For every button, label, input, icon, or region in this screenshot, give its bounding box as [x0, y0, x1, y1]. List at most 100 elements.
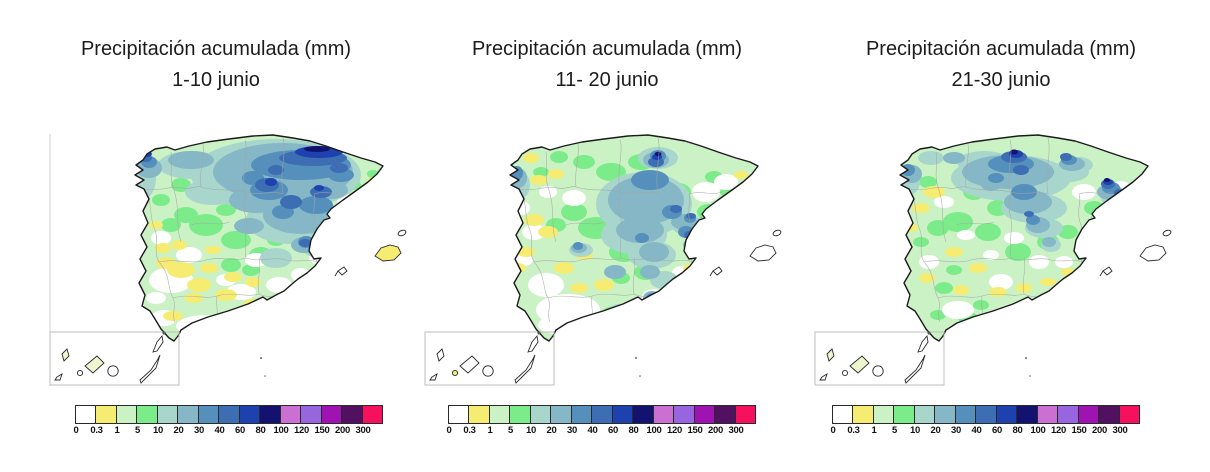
- mallorca-island: [749, 244, 777, 262]
- tenerife-island: [459, 355, 480, 374]
- legend-tick-label: 120: [667, 425, 682, 436]
- legend-tick-label: 20: [930, 425, 941, 436]
- ibiza-island: [1099, 266, 1113, 277]
- panel-21-30-junio: Precipitación acumulada (mm) 21-30 junio…: [802, 0, 1200, 472]
- legend-color-cell: [694, 406, 716, 423]
- lanzarote-island: [152, 334, 164, 353]
- menorca-island: [397, 229, 407, 237]
- mallorca-island: [374, 244, 402, 262]
- lanzarote-island: [917, 334, 929, 353]
- legend-tick-label: 0: [446, 425, 452, 436]
- speck: [635, 357, 637, 359]
- legend-tick-label: 20: [546, 425, 557, 436]
- ibiza-island: [334, 266, 348, 277]
- gran-canaria-island: [482, 365, 494, 377]
- legend-tick-label: 0: [73, 425, 79, 436]
- legend-color-cell: [914, 406, 936, 423]
- legend-tick-label: 1: [487, 425, 493, 436]
- province-borders: [143, 137, 348, 335]
- legend-tick-label: 0.3: [90, 425, 103, 436]
- tenerife-island: [84, 355, 105, 374]
- color-scale-legend: 0 0.3 1 5 10 20 30 40 60 80 100 120 150 200 300: [830, 405, 1140, 438]
- panel-title-line2: 11- 20 junio: [555, 69, 659, 91]
- legend-color-cell: [873, 406, 895, 423]
- el-hierro-island: [54, 372, 63, 381]
- legend-color-cell: [894, 406, 915, 423]
- legend-tick-label: 80: [1012, 425, 1023, 436]
- legend-color-cell: [469, 406, 490, 423]
- legend-color-cell: [137, 406, 158, 423]
- legend-tick-label: 120: [294, 425, 309, 436]
- legend-color-cell: [935, 406, 956, 423]
- canary-inset-frame: [814, 331, 945, 386]
- province-borders: [908, 137, 1113, 335]
- speck: [639, 375, 641, 377]
- gran-canaria-island: [872, 365, 884, 377]
- map-group: [49, 134, 407, 386]
- legend-color-cell: [653, 406, 675, 423]
- legend-tick-label: 5: [135, 425, 140, 436]
- legend-color-cell: [633, 406, 654, 423]
- legend-tick-label: 0.3: [463, 425, 476, 436]
- legend-tick-label: 100: [273, 425, 289, 436]
- legend-color-cell: [280, 406, 302, 423]
- panel-title: Precipitación acumulada (mm) 21-30 junio: [866, 34, 1136, 96]
- legend-tick-label: 150: [1071, 425, 1087, 436]
- legend-tick-label: 60: [992, 425, 1002, 436]
- gran-canaria-island: [107, 365, 119, 377]
- legend-tick-label: 20: [173, 425, 184, 436]
- legend-tick-label: 30: [951, 425, 961, 436]
- legend-tick-label: 10: [526, 425, 536, 436]
- legend-color-cell: [198, 406, 220, 423]
- spain-map-11-20-junio: [424, 134, 782, 386]
- la-gomera-island: [76, 369, 84, 377]
- legend-tick-label: 60: [235, 425, 245, 436]
- legend-tick-label: 5: [892, 425, 897, 436]
- panel-1-10-junio: Precipitación acumulada (mm) 1-10 junio …: [20, 0, 412, 472]
- color-scale-legend: 0 0.3 1 5 10 20 30 40 60 80 100 120 150 200 300: [446, 405, 756, 438]
- spain-outline: [509, 134, 759, 342]
- legend-color-cell: [260, 406, 281, 423]
- legend-tick-label: 1: [114, 425, 120, 436]
- islet: [162, 331, 166, 335]
- panel-title: Precipitación acumulada (mm) 11- 20 juni…: [472, 34, 742, 96]
- legend-color-cell: [612, 406, 634, 423]
- legend-tick-label: 30: [567, 425, 577, 436]
- menorca-island: [1162, 229, 1172, 237]
- legend-tick-label: 200: [1092, 425, 1107, 436]
- ibiza-island: [709, 266, 723, 277]
- legend-tick-label: 1: [871, 425, 877, 436]
- legend-tick-label: 300: [728, 425, 744, 436]
- legend-color-cell: [833, 406, 854, 423]
- legend-color-cell: [735, 406, 756, 423]
- mallorca-island: [1139, 244, 1167, 262]
- legend-tick-label: 40: [214, 425, 225, 436]
- legend-color-cell: [321, 406, 343, 423]
- legend-color-cell: [1119, 406, 1140, 423]
- tenerife-island: [849, 355, 870, 374]
- legend-color-cell: [955, 406, 977, 423]
- legend-color-cell: [996, 406, 1018, 423]
- legend-tick-label: 200: [335, 425, 350, 436]
- legend-color-cell: [510, 406, 531, 423]
- legend-color-cell: [301, 406, 322, 423]
- legend-tick-label: 150: [314, 425, 330, 436]
- speck: [264, 375, 266, 377]
- legend-tick-label: 0: [830, 425, 836, 436]
- color-scale-legend: 0 0.3 1 5 10 20 30 40 60 80 100 120 150 200 300: [73, 405, 383, 438]
- legend-color-cell: [976, 406, 997, 423]
- map-group: [424, 134, 782, 386]
- legend-color-cell: [530, 406, 552, 423]
- islands-group: [819, 229, 1172, 384]
- speck: [1029, 375, 1031, 377]
- canary-inset-frame: [424, 331, 555, 386]
- legend-color-cell: [1037, 406, 1059, 423]
- speck: [260, 357, 262, 359]
- spain-outline: [899, 134, 1149, 342]
- islet: [927, 331, 931, 335]
- spain-outline: [134, 134, 384, 342]
- islet: [537, 331, 541, 335]
- legend-color-cell: [96, 406, 117, 423]
- legend-tick-label: 60: [608, 425, 618, 436]
- legend-color-cell: [76, 406, 97, 423]
